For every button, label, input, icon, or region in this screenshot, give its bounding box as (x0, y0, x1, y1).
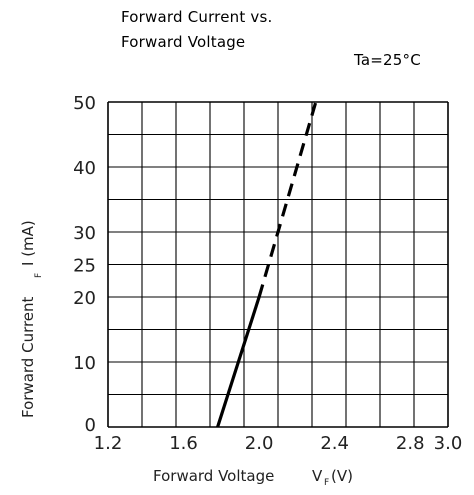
condition-label: Ta=25°C (354, 51, 421, 69)
x-tick-label: 1.6 (169, 433, 198, 454)
chart-title-line1: Forward Current vs. (121, 8, 273, 26)
x-axis-symbol: V (312, 467, 323, 485)
grid (107, 101, 449, 428)
y-tick-label: 10 (73, 353, 96, 374)
y-tick-label: 30 (73, 223, 96, 244)
x-tick-label: 3.0 (434, 433, 463, 454)
y-tick-label: 50 (73, 93, 96, 114)
y-tick-label: 40 (73, 158, 96, 179)
y-axis-symbol: I (mA) (19, 220, 37, 266)
y-tick-label: 20 (73, 288, 96, 309)
chart-title-line2: Forward Voltage (121, 33, 246, 51)
y-tick-labels: 0 10 20 25 30 40 50 (73, 93, 96, 436)
x-tick-label: 1.2 (94, 433, 123, 454)
x-axis-subscript: F (324, 478, 329, 488)
series-line-dashed (257, 101, 318, 298)
series-line-solid (216, 296, 261, 428)
y-tick-label: 25 (73, 256, 96, 277)
x-axis-unit: (V) (331, 467, 353, 485)
series (216, 101, 318, 428)
y-axis-label: Forward Current (19, 296, 37, 418)
y-axis-subscript: F (34, 273, 44, 278)
x-tick-label: 2.0 (245, 433, 274, 454)
x-tick-label: 2.4 (320, 433, 349, 454)
y-tick-label: 0 (85, 415, 96, 436)
x-tick-label: 2.8 (396, 433, 425, 454)
x-tick-labels: 1.2 1.6 2.0 2.4 2.8 3.0 (94, 433, 463, 454)
x-axis-label: Forward Voltage (153, 467, 274, 485)
